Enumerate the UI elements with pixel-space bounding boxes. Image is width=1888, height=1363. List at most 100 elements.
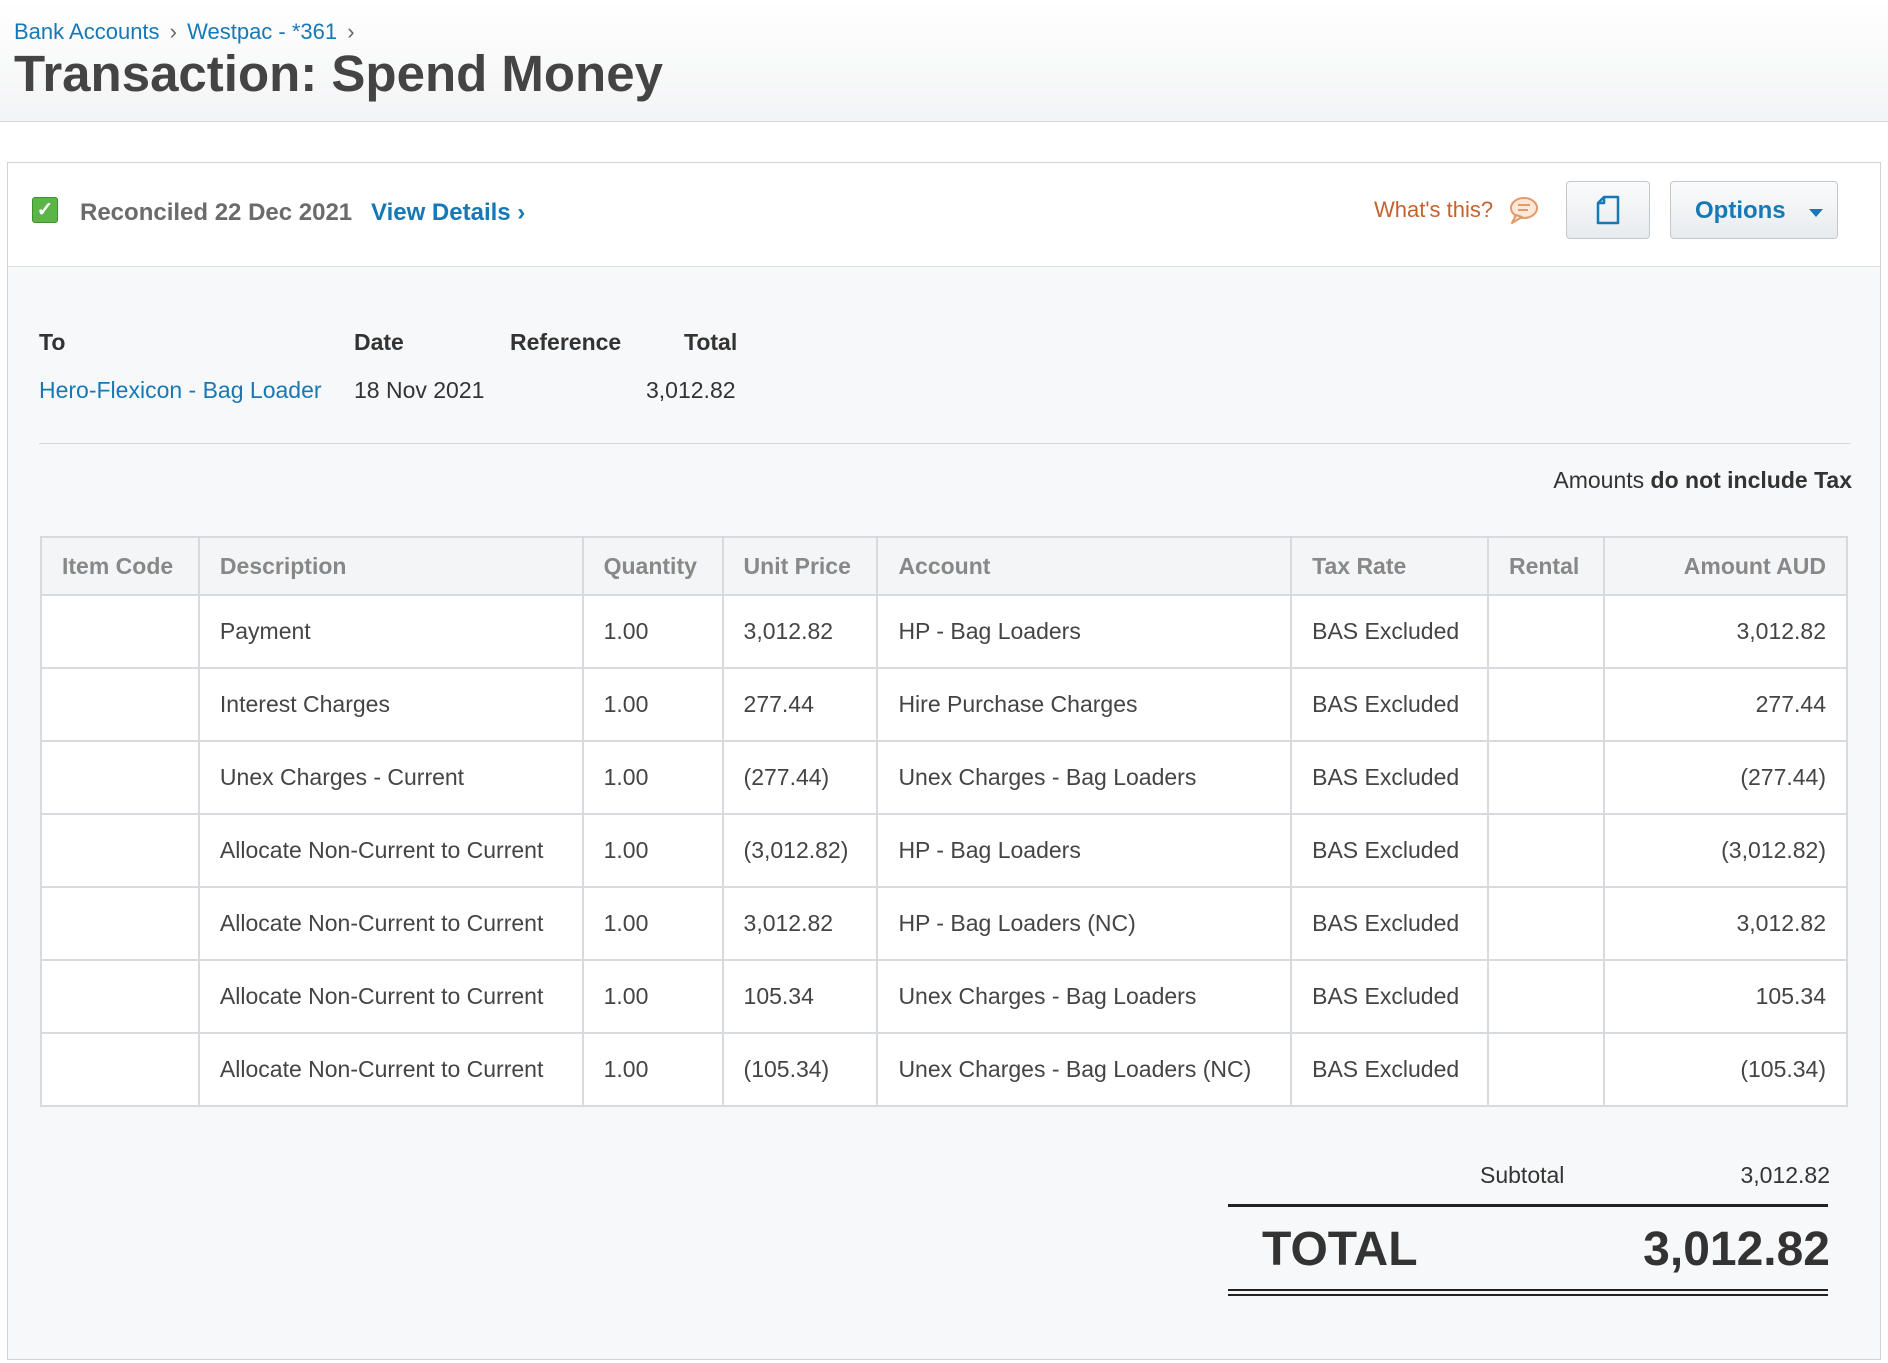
tax-note-emphasis: do not include Tax <box>1650 467 1852 493</box>
cell-account: HP - Bag Loaders <box>876 594 1293 669</box>
cell-account: Unex Charges - Bag Loaders (NC) <box>876 1032 1293 1107</box>
date-label: Date <box>354 329 404 355</box>
column-header-quantity: Quantity <box>581 536 724 596</box>
reconcile-status-bar: ✓ Reconciled 22 Dec 2021 View Details › … <box>8 163 1880 267</box>
subtotal-label: Subtotal <box>1480 1162 1565 1188</box>
total-divider <box>1228 1204 1828 1207</box>
cell-item-code <box>40 594 200 669</box>
cell-description: Interest Charges <box>197 667 584 742</box>
view-details-link[interactable]: View Details › <box>371 199 526 226</box>
total-double-underline <box>1228 1294 1828 1296</box>
cell-amount: (3,012.82) <box>1602 813 1849 888</box>
cell-rental <box>1486 886 1605 961</box>
subtotal-value: 3,012.82 <box>1740 1162 1830 1188</box>
cell-unit-price: 3,012.82 <box>721 886 879 961</box>
cell-unit-price: (105.34) <box>721 1032 879 1107</box>
date-value: 18 Nov 2021 <box>354 377 485 403</box>
cell-tax-rate: BAS Excluded <box>1290 740 1489 815</box>
total-label: Total <box>684 329 738 355</box>
cell-description: Payment <box>197 594 584 669</box>
cell-quantity: 1.00 <box>581 1032 724 1107</box>
cell-unit-price: (277.44) <box>721 740 879 815</box>
divider <box>39 443 1851 444</box>
table-header-row: Item Code Description Quantity Unit Pric… <box>40 536 1849 596</box>
cell-unit-price: 3,012.82 <box>721 594 879 669</box>
tax-note: Amounts do not include Tax <box>1553 467 1852 494</box>
total-value: 3,012.82 <box>646 377 736 403</box>
cell-unit-price: 277.44 <box>721 667 879 742</box>
breadcrumb-bank-accounts[interactable]: Bank Accounts <box>14 19 160 44</box>
cell-account: HP - Bag Loaders <box>876 813 1293 888</box>
options-label: Options <box>1695 197 1786 224</box>
cell-quantity: 1.00 <box>581 959 724 1034</box>
cell-account: Unex Charges - Bag Loaders <box>876 959 1293 1034</box>
cell-description: Unex Charges - Current <box>197 740 584 815</box>
table-row: Payment 1.00 3,012.82 HP - Bag Loaders B… <box>40 594 1849 669</box>
cell-item-code <box>40 886 200 961</box>
cell-item-code <box>40 959 200 1034</box>
cell-item-code <box>40 813 200 888</box>
table-row: Interest Charges 1.00 277.44 Hire Purcha… <box>40 667 1849 742</box>
breadcrumb-separator: › <box>169 19 177 44</box>
column-header-unit-price: Unit Price <box>721 536 879 596</box>
cell-rental <box>1486 667 1605 742</box>
cell-description: Allocate Non-Current to Current <box>197 886 584 961</box>
cell-item-code <box>40 740 200 815</box>
cell-account: Unex Charges - Bag Loaders <box>876 740 1293 815</box>
cell-tax-rate: BAS Excluded <box>1290 813 1489 888</box>
cell-account: Hire Purchase Charges <box>876 667 1293 742</box>
breadcrumb: Bank Accounts › Westpac - *361 › <box>14 19 359 45</box>
transaction-panel: ✓ Reconciled 22 Dec 2021 View Details › … <box>7 162 1881 1360</box>
caret-down-icon <box>1809 209 1823 217</box>
cell-amount: (105.34) <box>1602 1032 1849 1107</box>
grand-total-label: TOTAL <box>1262 1223 1418 1276</box>
total-double-underline <box>1228 1289 1828 1291</box>
column-header-tax-rate: Tax Rate <box>1290 536 1489 596</box>
document-button[interactable] <box>1566 181 1650 239</box>
document-icon <box>1596 195 1620 225</box>
table-row: Allocate Non-Current to Current 1.00 (3,… <box>40 813 1849 888</box>
cell-account: HP - Bag Loaders (NC) <box>876 886 1293 961</box>
cell-tax-rate: BAS Excluded <box>1290 1032 1489 1107</box>
cell-tax-rate: BAS Excluded <box>1290 886 1489 961</box>
cell-amount: 277.44 <box>1602 667 1849 742</box>
page-header: Bank Accounts › Westpac - *361 › Transac… <box>0 0 1888 122</box>
table-row: Allocate Non-Current to Current 1.00 105… <box>40 959 1849 1034</box>
options-button[interactable]: Options <box>1670 181 1838 239</box>
cell-rental <box>1486 959 1605 1034</box>
cell-amount: 3,012.82 <box>1602 886 1849 961</box>
tax-note-prefix: Amounts <box>1553 467 1645 493</box>
cell-item-code <box>40 667 200 742</box>
cell-item-code <box>40 1032 200 1107</box>
contact-link[interactable]: Hero-Flexicon - Bag Loader <box>39 377 322 403</box>
cell-amount: 3,012.82 <box>1602 594 1849 669</box>
cell-rental <box>1486 594 1605 669</box>
breadcrumb-westpac-account[interactable]: Westpac - *361 <box>187 19 338 44</box>
column-header-account: Account <box>876 536 1293 596</box>
cell-tax-rate: BAS Excluded <box>1290 667 1489 742</box>
page-title: Transaction: Spend Money <box>14 45 663 102</box>
cell-rental <box>1486 740 1605 815</box>
cell-amount: (277.44) <box>1602 740 1849 815</box>
column-header-rental: Rental <box>1486 536 1605 596</box>
whats-this-link[interactable]: What's this? <box>1374 197 1494 222</box>
to-label: To <box>39 329 66 355</box>
reconciled-status: Reconciled 22 Dec 2021 <box>80 199 353 226</box>
cell-quantity: 1.00 <box>581 886 724 961</box>
cell-description: Allocate Non-Current to Current <box>197 1032 584 1107</box>
cell-quantity: 1.00 <box>581 813 724 888</box>
cell-rental <box>1486 1032 1605 1107</box>
grand-total-value: 3,012.82 <box>1643 1223 1830 1276</box>
breadcrumb-separator: › <box>347 19 355 44</box>
checkbox-checked-icon: ✓ <box>32 197 58 223</box>
cell-unit-price: (3,012.82) <box>721 813 879 888</box>
cell-unit-price: 105.34 <box>721 959 879 1034</box>
reference-label: Reference <box>510 329 622 355</box>
cell-description: Allocate Non-Current to Current <box>197 813 584 888</box>
cell-tax-rate: BAS Excluded <box>1290 594 1489 669</box>
column-header-item-code: Item Code <box>40 536 200 596</box>
cell-description: Allocate Non-Current to Current <box>197 959 584 1034</box>
column-header-description: Description <box>197 536 584 596</box>
speech-bubble-icon[interactable] <box>1506 193 1540 227</box>
table-row: Allocate Non-Current to Current 1.00 3,0… <box>40 886 1849 961</box>
